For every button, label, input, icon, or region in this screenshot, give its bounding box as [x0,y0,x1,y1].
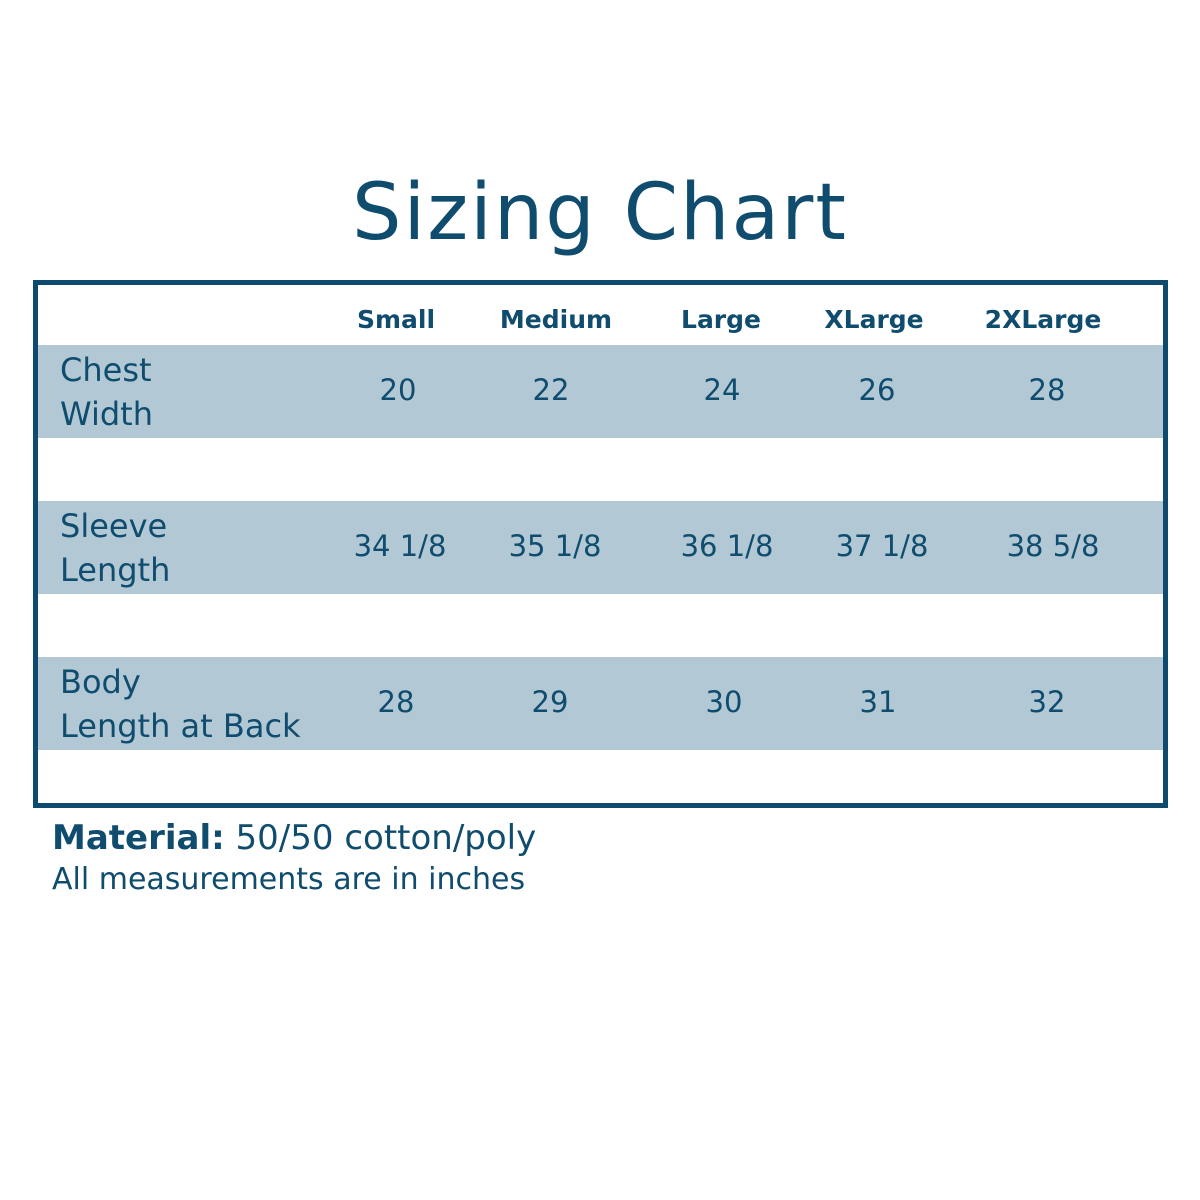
cell-value: 22 [532,373,570,407]
cell-value: 35 1/8 [508,529,602,563]
cell-value: 31 [859,685,897,719]
cell-value: 26 [858,373,896,407]
page-title: Sizing Chart [352,168,848,258]
column-header-2xlarge: 2XLarge [984,305,1102,334]
cell-value: 30 [705,685,743,719]
cell-value: 20 [379,373,417,407]
cell-value: 24 [703,373,741,407]
sizing-table: Small Medium Large XLarge 2XLarge Chest … [33,280,1168,808]
column-header-large: Large [681,305,761,334]
cell-value: 37 1/8 [835,529,929,563]
column-header-medium: Medium [499,305,613,334]
cell-value: 28 [377,685,415,719]
cell-value: 28 [1028,373,1066,407]
row-label: Chest Width [60,351,153,433]
cell-value: 32 [1028,685,1066,719]
row-label: Sleeve Length [60,507,171,589]
table-row-body-length: Body Length at Back 28 29 30 31 32 [38,657,1163,750]
cell-value: 29 [531,685,569,719]
column-header-small: Small [356,305,436,334]
table-row-sleeve-length: Sleeve Length 34 1/8 35 1/8 36 1/8 37 1/… [38,501,1163,594]
cell-value: 34 1/8 [353,529,447,563]
column-header-xlarge: XLarge [824,305,924,334]
material-info: Material: 50/50 cotton/poly [52,818,536,858]
table-row-chest-width: Chest Width 20 22 24 26 28 [38,345,1163,438]
material-label: Material: [52,818,225,858]
units-note: All measurements are in inches [52,862,526,897]
material-value: 50/50 cotton/poly [235,818,537,858]
cell-value: 38 5/8 [1006,529,1100,563]
row-label: Body Length at Back [60,663,301,745]
cell-value: 36 1/8 [680,529,774,563]
